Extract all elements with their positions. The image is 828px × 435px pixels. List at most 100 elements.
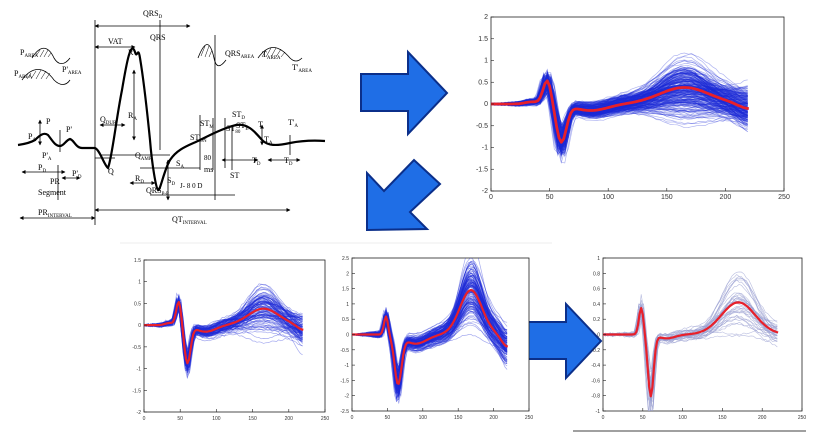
trace-line: [491, 71, 748, 152]
arrow-right-top: [360, 49, 449, 137]
trace-line: [491, 79, 748, 137]
x-tick-label: 150: [454, 415, 463, 421]
trace-line: [352, 307, 508, 386]
trace-line: [352, 306, 508, 390]
trace-line: [491, 84, 748, 146]
p-area-label: PAREA: [20, 48, 38, 59]
trace-line: [491, 91, 748, 131]
trace-bundle: [491, 52, 749, 164]
x-tick-label: 100: [678, 415, 687, 421]
y-tick-label: 0.5: [478, 79, 488, 86]
td-label: TD: [252, 156, 261, 167]
x-tick-label: 100: [212, 416, 221, 422]
y-tick-label: -0.6: [591, 378, 600, 384]
arrows: [360, 49, 603, 381]
plot-mid-center: 2.521.510.50-0.5-1-1.5-2-2.50 50 100 150 200…: [340, 256, 533, 421]
trace-line: [491, 87, 748, 140]
mean-trace: [352, 289, 509, 385]
area-glyphs: [21, 44, 303, 85]
trace-line: [603, 284, 778, 385]
ms80-label: 80: [204, 154, 212, 162]
pprime-label: P': [66, 125, 72, 134]
trace-line: [144, 304, 303, 362]
sd-label: SD: [167, 176, 175, 187]
trace-line: [352, 290, 508, 388]
qrs-pp-label: QRSP-P: [146, 186, 169, 197]
trace-line: [144, 296, 303, 366]
trace-line: [352, 302, 508, 388]
y-tick-label: 1: [597, 256, 600, 262]
y-tick-label: 0: [484, 101, 488, 108]
trace-line: [352, 305, 508, 400]
st80-label: ST80: [226, 124, 241, 135]
sa-label: SA: [176, 159, 184, 170]
trace-line: [491, 59, 748, 135]
trace-line: [352, 273, 508, 392]
trace-line: [603, 276, 778, 394]
y-tick-label: 0.4: [593, 302, 600, 308]
trace-line: [491, 77, 748, 138]
pd-label: PD: [38, 163, 46, 174]
mean-trace: [603, 301, 779, 398]
trace-line: [491, 88, 748, 136]
trace-line: [491, 83, 748, 129]
trace-line: [491, 80, 748, 148]
pprime-area-label: P'AREA: [62, 65, 82, 76]
trace-line: [144, 302, 303, 356]
y-tick-label: -1: [482, 145, 488, 152]
y-tick-label: 0.8: [593, 271, 600, 277]
trace-line: [491, 89, 748, 134]
trace-line: [491, 84, 748, 142]
pr-label: PR: [50, 177, 60, 186]
trace-line: [352, 286, 508, 370]
trace-line: [491, 74, 748, 128]
trace-line: [144, 301, 303, 357]
x-tick-label: 50: [546, 194, 554, 201]
trace-line: [144, 300, 303, 366]
trace-line: [144, 302, 303, 368]
trace-line: [491, 82, 748, 134]
trace-line: [491, 78, 748, 146]
x-tick-label: 250: [798, 415, 807, 421]
trace-line: [144, 303, 303, 371]
y-tick-label: -1: [596, 409, 601, 415]
trace-line: [491, 86, 748, 130]
x-tick-label: 50: [385, 415, 391, 421]
trace-line: [491, 82, 748, 149]
std-label: STD: [232, 110, 245, 121]
x-tick-label: 50: [640, 415, 646, 421]
trace-line: [352, 298, 508, 380]
y-tick-label: 0.2: [593, 317, 600, 323]
y-tick-label: -2.5: [340, 409, 349, 415]
trace-line: [491, 68, 748, 148]
qrs-label: QRS: [150, 33, 166, 42]
x-tick-label: 250: [778, 194, 790, 201]
trace-line: [491, 79, 748, 142]
trace-line: [491, 79, 748, 144]
trace-line: [144, 296, 303, 370]
trace-line: [352, 276, 508, 400]
x-tick-label: 200: [720, 194, 732, 201]
ste-label: STE: [236, 121, 248, 132]
trace-line: [352, 299, 508, 377]
trace-line: [352, 274, 508, 375]
trace-line: [352, 306, 508, 381]
trace-line: [352, 284, 508, 378]
trace-line: [144, 306, 303, 366]
trace-line: [491, 83, 748, 146]
trace-line: [352, 268, 508, 381]
plot-big: 21.510.50-0.5-1-1.5-20 50 100 150 200 250: [476, 14, 790, 201]
q-label: Q: [108, 167, 114, 176]
y-tick-label: 1: [346, 302, 349, 308]
trace-line: [491, 71, 748, 144]
t-area-label: TAREA: [262, 50, 281, 61]
trace-line: [352, 325, 508, 373]
trace-line: [352, 274, 508, 381]
trace-line: [144, 298, 303, 357]
trace-line: [491, 82, 748, 151]
trace-line: [491, 82, 748, 149]
y-tick-label: 1.5: [342, 287, 349, 293]
trace-line: [352, 278, 508, 383]
j-label: J- 8 0 D: [180, 182, 202, 190]
trace-bundle: [144, 283, 304, 379]
